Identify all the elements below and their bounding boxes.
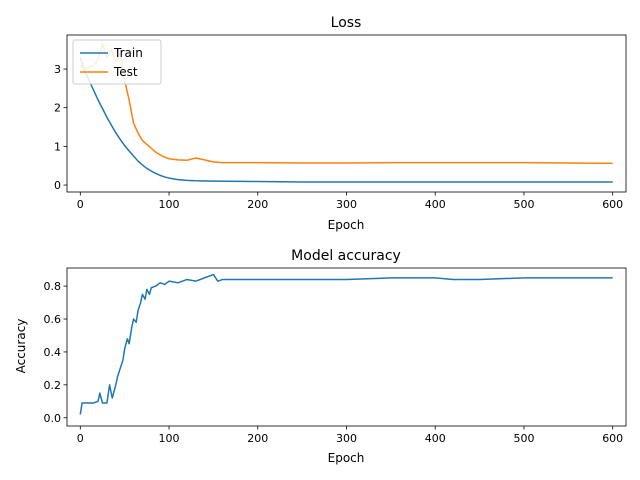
accuracy-chart-plot-area: 0 100 200 300 400 500 600 0.0 0.2 0.4 0.6 0.8 [44,267,627,445]
accuracy-xtick-label: 400 [425,432,446,445]
accuracy-ytick-label: 0.8 [44,280,62,293]
accuracy-chart-ylabel: Accuracy [14,319,28,374]
accuracy-ytick-label: 0.0 [44,412,62,425]
accuracy-ytick-label: 0.2 [44,379,62,392]
loss-series-line-train [79,57,613,183]
accuracy-ytick-label: 0.6 [44,313,62,326]
loss-chart-title: Loss [331,15,362,31]
accuracy-xtick-label: 0 [77,432,84,445]
accuracy-xtick-label: 100 [159,432,180,445]
loss-ytick-label: 2 [54,102,61,115]
accuracy-chart-xlabel: Epoch [328,451,365,465]
legend-label-test: Test [113,65,138,79]
legend-label-train: Train [113,46,143,60]
accuracy-xtick-label: 600 [602,432,623,445]
accuracy-series-line-0 [79,273,613,415]
accuracy-chart-title: Model accuracy [291,248,401,264]
accuracy-xtick-label: 300 [336,432,357,445]
loss-ytick-label: 3 [54,63,61,76]
loss-ytick-label: 0 [54,179,61,192]
loss-chart-xlabel: Epoch [328,218,365,232]
accuracy-ytick-label: 0.4 [44,346,62,359]
loss-xtick-label: 500 [513,198,534,211]
accuracy-xtick-label: 500 [513,432,534,445]
loss-chart: Loss 0 100 200 300 400 500 600 0 1 2 3 Epoch Train… [54,15,627,232]
loss-xtick-label: 400 [425,198,446,211]
loss-xtick-label: 0 [77,198,84,211]
loss-chart-plot-area: 0 100 200 300 400 500 600 0 1 2 3 [54,34,627,211]
accuracy-xtick-label: 200 [247,432,268,445]
legend-box [72,39,162,85]
loss-xtick-label: 200 [247,198,268,211]
loss-chart-legend: Train Test [72,39,162,85]
loss-xtick-label: 100 [159,198,180,211]
accuracy-chart: Model accuracy 0 100 200 300 400 500 600 0.0 0.2… [14,248,627,465]
loss-xtick-label: 300 [336,198,357,211]
loss-ytick-label: 1 [54,140,61,153]
loss-xtick-label: 600 [602,198,623,211]
